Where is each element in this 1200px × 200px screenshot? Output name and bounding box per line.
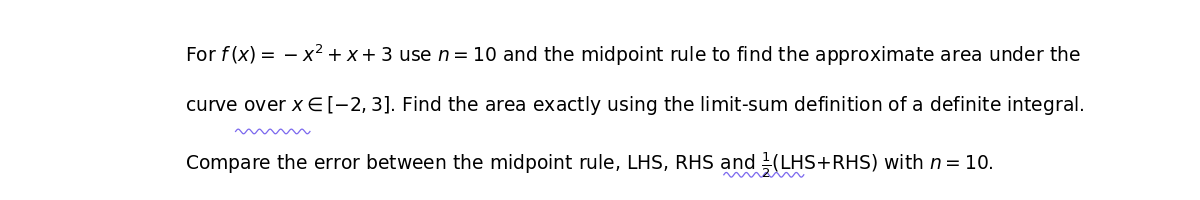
Text: For $f\,(x) = -x^2 + x + 3$ use $n = 10$ and the midpoint rule to find the appro: For $f\,(x) = -x^2 + x + 3$ use $n = 10$… bbox=[185, 42, 1081, 68]
Text: Compare the error between the midpoint rule, LHS, RHS and $\frac{1}{2}$(LHS+RHS): Compare the error between the midpoint r… bbox=[185, 150, 995, 180]
Text: curve over $x \in [-2,3]$. Find the area exactly using the limit-sum definition : curve over $x \in [-2,3]$. Find the area… bbox=[185, 93, 1085, 116]
